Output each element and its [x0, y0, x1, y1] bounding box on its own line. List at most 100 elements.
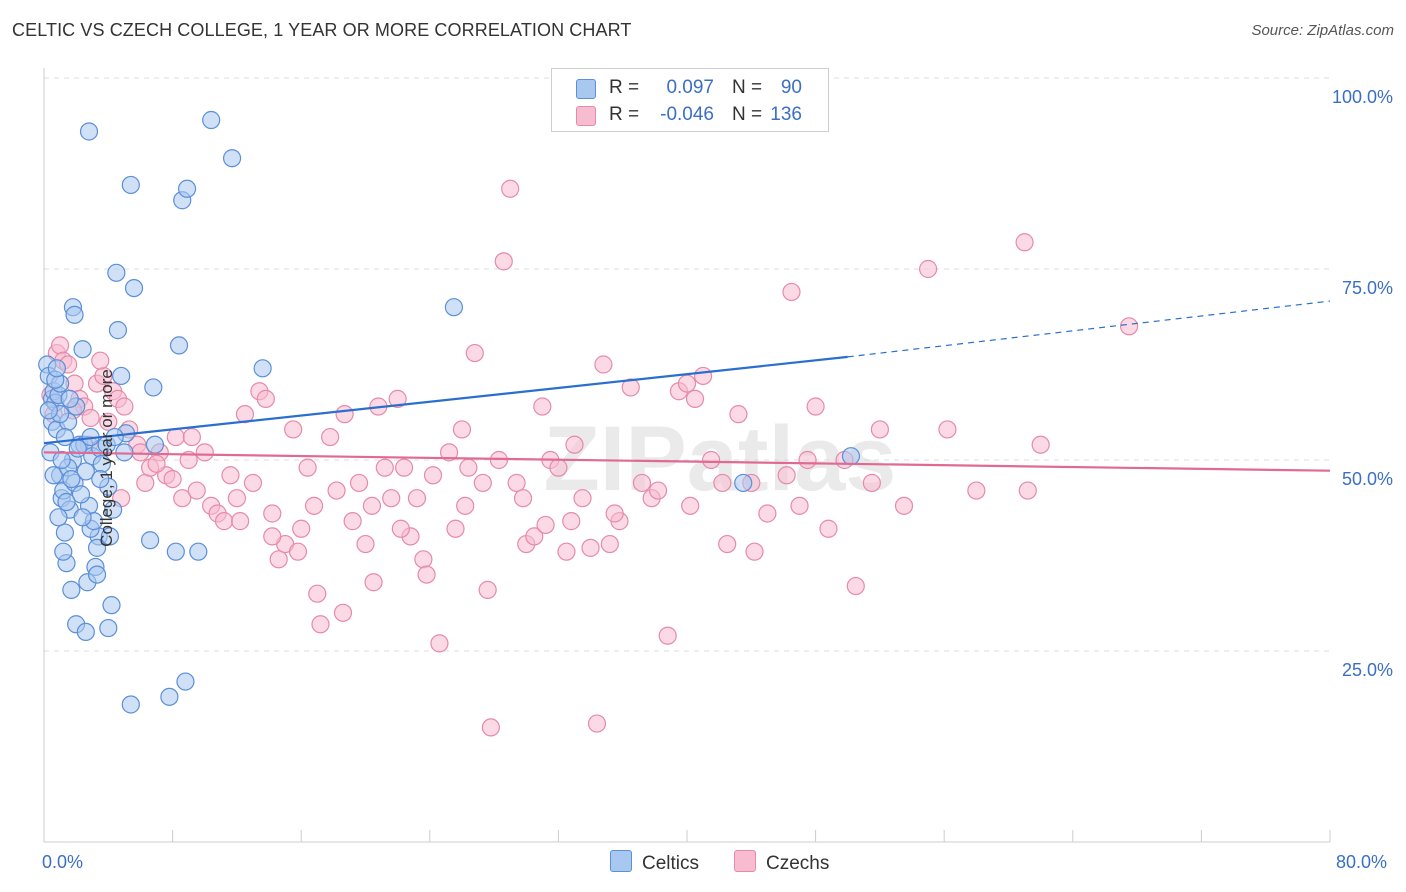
celtic-point — [189, 542, 208, 561]
legend-label-czechs: Czechs — [766, 853, 830, 874]
czech-point — [581, 538, 600, 557]
czech-point — [391, 519, 410, 538]
celtic-point — [222, 149, 242, 168]
czech-point — [452, 420, 472, 439]
czech-point — [173, 489, 192, 508]
czech-point — [187, 481, 206, 500]
celtic-point — [52, 450, 71, 470]
celtic-point — [102, 596, 121, 615]
legend-r-label: R = — [609, 104, 640, 125]
celtic-point — [112, 366, 131, 386]
czech-point — [269, 550, 288, 569]
czechs-legend-swatch — [734, 850, 756, 872]
czech-point — [587, 714, 607, 733]
czech-point — [758, 504, 777, 523]
czech-point — [308, 584, 327, 603]
celtic-points — [38, 110, 861, 714]
celtic-point — [145, 435, 165, 454]
celtic-point — [73, 508, 92, 527]
celtic-point — [444, 298, 464, 317]
czech-point — [115, 397, 134, 416]
czech-point — [713, 473, 732, 493]
celtics-swatch — [576, 79, 596, 99]
celtic-point — [87, 565, 107, 584]
czech-point — [782, 282, 801, 302]
czech-trend-line — [43, 451, 1331, 472]
czech-point — [284, 420, 303, 439]
czech-point — [473, 473, 492, 493]
czech-point — [819, 519, 838, 538]
czech-point — [304, 496, 324, 515]
czech-point — [292, 519, 311, 538]
celtic-point — [166, 542, 185, 561]
czech-point — [227, 489, 246, 508]
czech-point — [1031, 435, 1050, 454]
czech-point — [321, 427, 340, 447]
czech-point — [562, 512, 581, 531]
czech-point — [91, 351, 110, 370]
correlation-legend: R = 0.097 N = 90 R = -0.046 N = 136 — [551, 68, 829, 132]
legend-item-czechs[interactable]: Czechs — [734, 850, 829, 875]
celtic-point — [49, 508, 68, 527]
celtic-point — [65, 305, 84, 324]
y-tick-25: 25.0% — [1341, 660, 1393, 680]
czech-point — [605, 504, 624, 523]
celtic-trend-line — [43, 355, 848, 445]
czech-point — [919, 259, 938, 279]
legend-row-celtics: R = 0.097 N = 90 — [552, 75, 828, 101]
czech-point — [565, 435, 584, 454]
czech-points — [41, 179, 1139, 737]
legend-label-celtics: Celtics — [642, 853, 700, 874]
czech-point — [648, 481, 668, 500]
y-tick-50: 50.0% — [1341, 469, 1393, 489]
celtic-point — [108, 321, 128, 340]
czech-point — [364, 573, 383, 592]
czech-point — [414, 550, 433, 569]
legend-item-celtics[interactable]: Celtics — [610, 850, 699, 875]
trend-lines — [43, 300, 1331, 472]
czech-point — [407, 489, 427, 508]
czech-point — [356, 534, 375, 554]
czech-point — [494, 252, 513, 271]
czech-point — [729, 405, 748, 424]
celtic-point — [71, 485, 91, 504]
czech-point — [430, 634, 449, 653]
celtic-point — [73, 340, 92, 359]
czech-point — [513, 489, 533, 508]
czech-point — [1018, 481, 1037, 500]
czech-point — [967, 481, 986, 500]
czech-point — [702, 450, 721, 470]
czech-point — [263, 504, 282, 523]
czech-point — [677, 374, 697, 393]
legend-n-label: N = — [732, 104, 763, 125]
czech-point — [573, 489, 592, 508]
legend-r-label: R = — [609, 77, 640, 98]
czech-point — [298, 458, 317, 477]
czech-point — [632, 473, 652, 493]
celtic-point — [100, 527, 120, 546]
czech-point — [288, 542, 308, 561]
celtic-point — [60, 389, 79, 408]
czech-point — [163, 470, 182, 489]
czech-point — [221, 466, 240, 485]
czech-point — [465, 343, 484, 363]
celtic-point — [841, 447, 861, 466]
celtic-point — [177, 179, 197, 198]
czech-point — [243, 473, 263, 493]
czech-point — [388, 389, 407, 408]
czech-point — [333, 603, 353, 622]
czech-point — [50, 336, 70, 355]
celtic-point — [202, 110, 221, 130]
czech-point — [214, 512, 234, 531]
celtic-point — [169, 336, 189, 355]
celtic-point — [144, 378, 163, 397]
celtic-point — [55, 523, 74, 542]
czech-point — [658, 626, 677, 645]
celtic-point — [140, 531, 160, 550]
celtic-trend-extension — [847, 300, 1331, 358]
czech-point — [806, 397, 825, 416]
celtic-point — [54, 542, 73, 561]
celtic-point — [62, 580, 81, 599]
czechs-swatch — [576, 106, 596, 126]
